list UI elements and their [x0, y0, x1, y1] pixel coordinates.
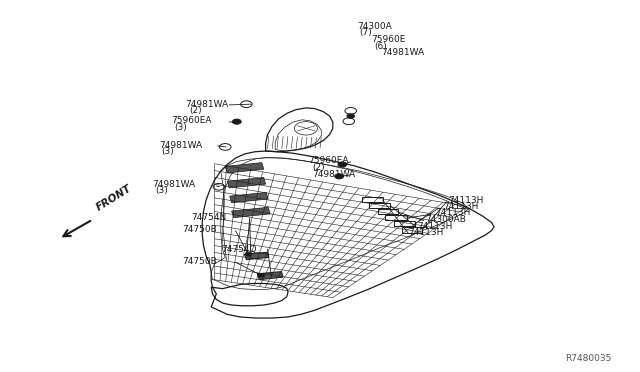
Text: 74113H: 74113H	[448, 196, 483, 205]
Text: (6): (6)	[374, 42, 387, 51]
Text: 74981WA: 74981WA	[152, 180, 195, 189]
Text: FRONT: FRONT	[95, 183, 134, 213]
Text: 74981WA: 74981WA	[381, 48, 424, 57]
Circle shape	[338, 162, 347, 167]
Circle shape	[335, 174, 344, 179]
Text: R7480035: R7480035	[565, 354, 611, 363]
Text: 74981WA: 74981WA	[159, 141, 202, 150]
Text: (3): (3)	[161, 147, 174, 156]
Text: 74754Q: 74754Q	[221, 245, 256, 254]
Text: (3): (3)	[156, 186, 168, 195]
Text: 74113H: 74113H	[408, 228, 444, 237]
Text: 75960E: 75960E	[371, 35, 406, 44]
Text: (3): (3)	[175, 123, 188, 132]
Polygon shape	[230, 192, 268, 203]
Text: 74113H: 74113H	[443, 202, 478, 211]
Text: (2): (2)	[189, 106, 202, 115]
Text: 74113H: 74113H	[435, 208, 470, 217]
Text: 74750B: 74750B	[182, 257, 217, 266]
Polygon shape	[257, 272, 283, 280]
Text: 74754N: 74754N	[191, 213, 226, 222]
Text: 74113H: 74113H	[417, 222, 452, 231]
Circle shape	[232, 119, 241, 124]
Text: 74300AB: 74300AB	[426, 215, 467, 224]
Polygon shape	[244, 252, 269, 260]
Text: 74981WA: 74981WA	[186, 100, 228, 109]
Polygon shape	[225, 163, 264, 173]
Text: 75960EA: 75960EA	[308, 156, 349, 165]
Circle shape	[245, 252, 252, 256]
Text: (7): (7)	[360, 28, 372, 37]
Text: 74750B: 74750B	[182, 225, 217, 234]
Polygon shape	[227, 177, 266, 188]
Text: 74300A: 74300A	[357, 22, 392, 31]
Text: 75960EA: 75960EA	[172, 116, 212, 125]
Text: 74981WA: 74981WA	[312, 170, 355, 179]
Text: (2): (2)	[312, 163, 325, 171]
Circle shape	[258, 273, 264, 277]
Circle shape	[347, 114, 355, 118]
Polygon shape	[232, 207, 270, 218]
